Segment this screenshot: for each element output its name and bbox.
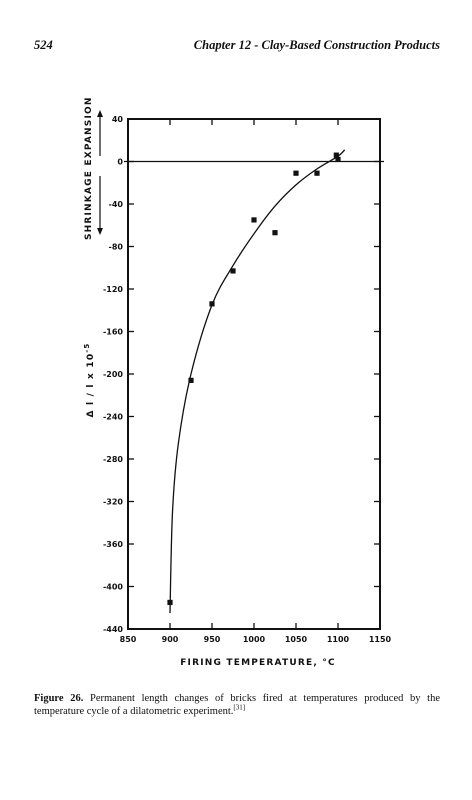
plot-border	[127, 118, 381, 630]
x-tick-label: 1000	[243, 635, 266, 644]
shrinkage-label: SHRINKAGE	[84, 170, 94, 240]
y-axis-label-exponent: -5	[83, 342, 91, 352]
y-axis-label-main: Δ l / l x 10	[86, 353, 96, 418]
y-tick-label: -120	[103, 285, 123, 294]
data-point	[230, 268, 236, 274]
caption-text: Permanent length changes of bricks fired…	[34, 693, 441, 717]
chapter-title: Chapter 12 - Clay-Based Construction Pro…	[193, 38, 440, 52]
data-point	[251, 217, 257, 223]
y-tick-label: -280	[103, 455, 123, 464]
y-tick-label: -240	[103, 413, 123, 422]
expansion-label: EXPANSION	[84, 96, 94, 165]
running-head: 524 Chapter 12 - Clay-Based Construction…	[34, 38, 440, 56]
y-tick-label: -320	[103, 498, 123, 507]
x-tick-label: 1100	[327, 635, 350, 644]
data-point	[209, 301, 215, 307]
y-tick-label: -440	[103, 625, 123, 634]
x-tick-label: 900	[162, 635, 179, 644]
y-tick-label: 40	[112, 115, 124, 124]
x-tick-label: 1050	[285, 635, 308, 644]
y-tick-label: -360	[103, 540, 123, 549]
data-point	[333, 152, 339, 158]
y-tick-label: 0	[117, 158, 123, 167]
data-point	[314, 170, 320, 176]
x-axis-label: FIRING TEMPERATURE, °C	[180, 658, 336, 668]
shrinkage-arrow-head	[97, 228, 103, 235]
y-tick-label: -80	[109, 243, 124, 252]
fit-curve	[169, 149, 346, 614]
caption-reference: [31]	[233, 703, 246, 712]
page-number: 524	[34, 38, 53, 52]
data-point	[167, 599, 173, 606]
y-tick-label: -40	[109, 200, 124, 209]
data-point	[293, 170, 299, 176]
x-tick-label: 950	[204, 635, 221, 644]
x-tick-label: 1150	[369, 635, 392, 644]
expansion-arrow-head	[97, 110, 103, 117]
y-tick-label: -200	[103, 370, 123, 379]
data-point	[188, 377, 194, 383]
figure-caption: Figure 26. Permanent length changes of b…	[34, 692, 440, 718]
data-point	[272, 230, 278, 236]
figure-label: Figure 26.	[34, 693, 84, 704]
data-point	[335, 156, 341, 162]
y-tick-label: -400	[103, 583, 123, 592]
y-tick-label: -160	[103, 328, 123, 337]
y-axis-label: Δ l / l x 10-5	[83, 342, 96, 417]
x-tick-label: 850	[120, 635, 137, 644]
